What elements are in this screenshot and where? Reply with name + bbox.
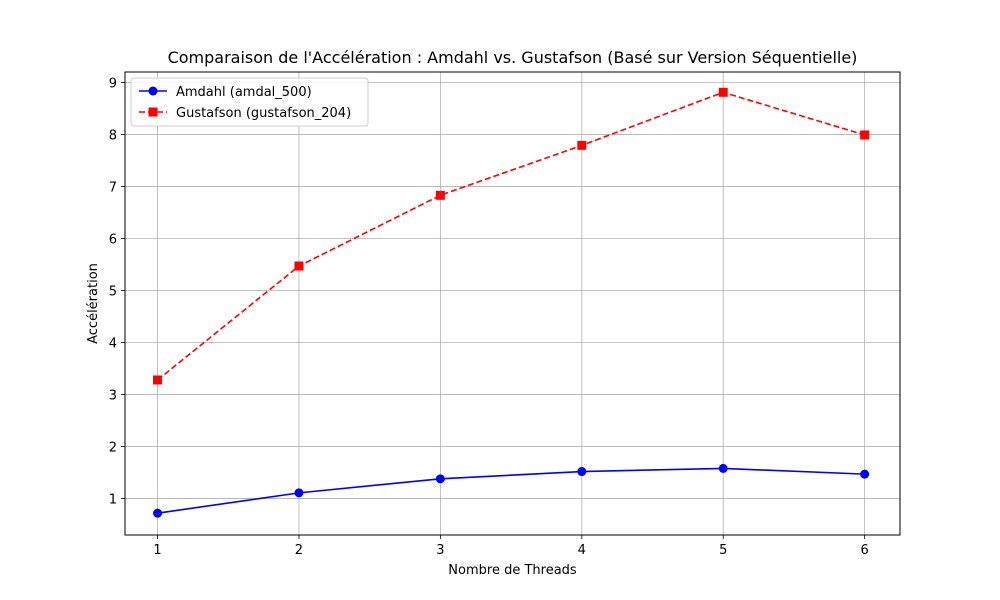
y-tick-label: 6	[109, 232, 117, 247]
x-tick-label: 4	[578, 543, 586, 558]
y-tick-label: 4	[109, 337, 117, 352]
y-tick-label: 5	[109, 284, 117, 299]
data-point	[577, 140, 587, 150]
data-point	[153, 375, 163, 385]
x-tick-label: 5	[719, 543, 727, 558]
legend-label: Gustafson (gustafson_204)	[176, 106, 351, 121]
data-point	[435, 190, 445, 200]
y-tick-label: 8	[109, 128, 117, 143]
grid	[125, 72, 900, 535]
series-line	[157, 91, 865, 381]
x-tick-label: 2	[295, 543, 303, 558]
y-tick-label: 2	[109, 441, 117, 456]
y-tick-label: 1	[109, 493, 117, 508]
data-point	[718, 87, 728, 97]
data-point	[577, 467, 587, 477]
x-tick-label: 1	[153, 543, 161, 558]
y-tick-label: 3	[109, 389, 117, 404]
series-gustafson	[153, 87, 870, 385]
data-point	[294, 488, 304, 498]
axis-ticks: 1 2 3 4 5 6 1 2 3 4 5 6 7 8 9	[109, 76, 869, 558]
legend-box	[130, 77, 369, 127]
legend-item: Gustafson (gustafson_204)	[139, 106, 351, 121]
series-line	[157, 467, 865, 514]
y-tick-label: 7	[109, 180, 117, 195]
y-axis-label: Accélération	[86, 263, 101, 344]
x-tick-label: 3	[436, 543, 444, 558]
data-point	[718, 463, 728, 473]
data-point	[860, 130, 870, 140]
series-layer	[153, 87, 870, 518]
chart-title: Comparaison de l'Accélération : Amdahl v…	[168, 48, 858, 67]
data-point	[294, 261, 304, 271]
data-point	[860, 469, 870, 479]
legend: Amdahl (amdal_500) Gustafson (gustafson_2…	[130, 77, 369, 127]
legend-marker	[148, 107, 158, 117]
x-tick-label: 6	[861, 543, 869, 558]
y-tick-label: 9	[109, 76, 117, 91]
data-point	[153, 508, 163, 518]
legend-marker	[148, 86, 158, 96]
series-amdahl	[153, 463, 870, 518]
plot-frame	[124, 71, 901, 536]
legend-item: Amdahl (amdal_500)	[139, 85, 312, 100]
data-point	[435, 474, 445, 484]
legend-label: Amdahl (amdal_500)	[176, 85, 312, 100]
x-axis-label: Nombre de Threads	[448, 563, 577, 578]
